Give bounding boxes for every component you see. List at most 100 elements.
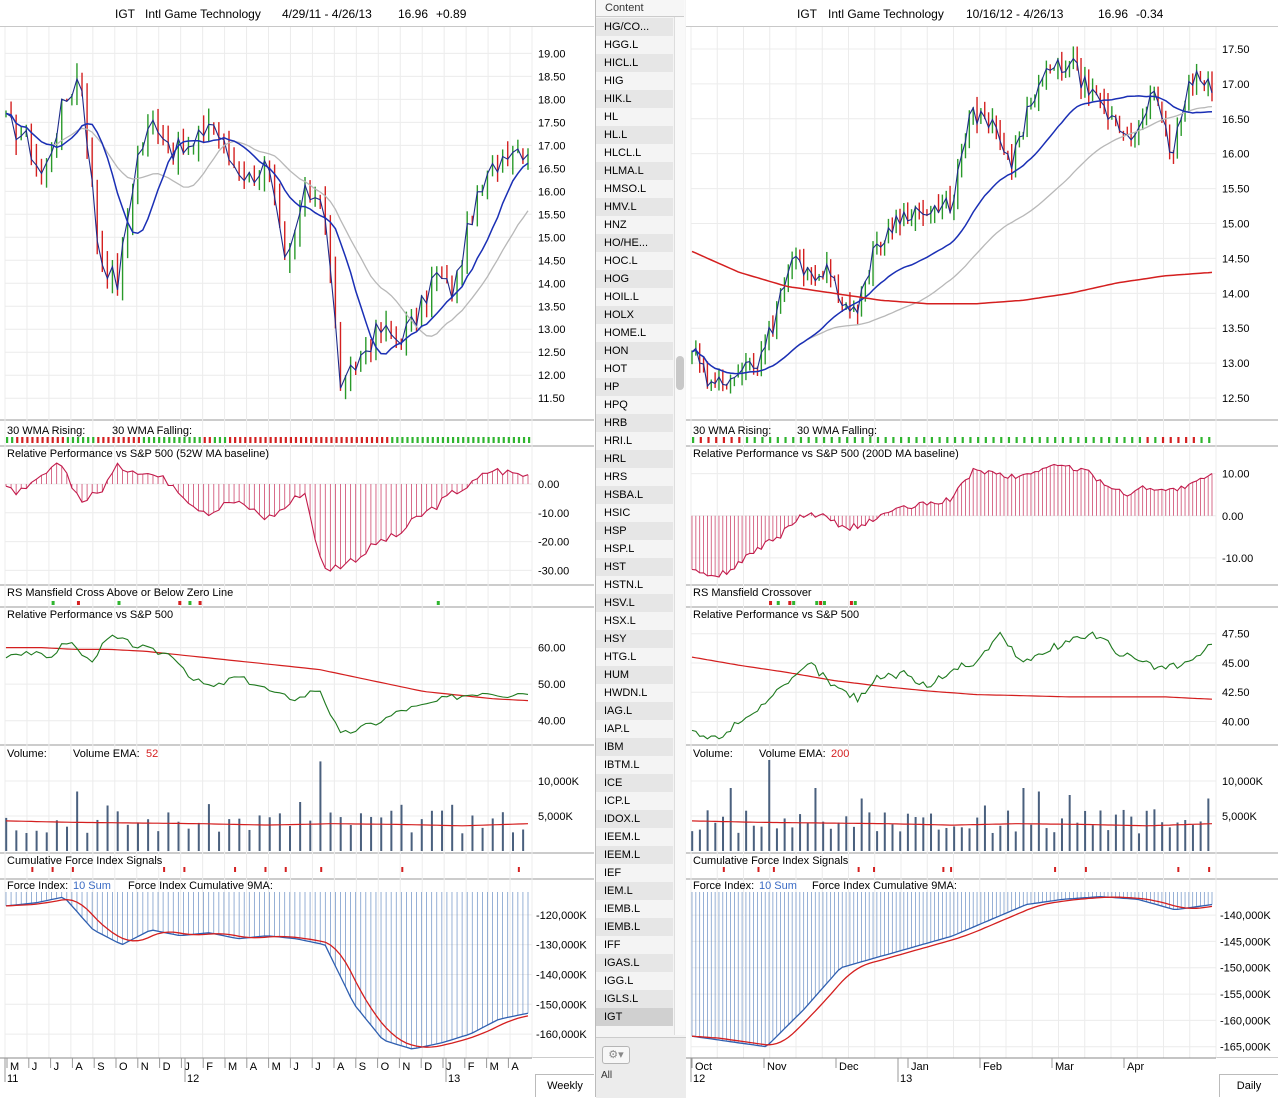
wma-marker bbox=[173, 437, 176, 443]
rsm-marker bbox=[769, 601, 773, 605]
symbol-list-item[interactable]: HL.L bbox=[596, 126, 673, 144]
wma-marker bbox=[330, 437, 333, 443]
volume-bar bbox=[380, 817, 383, 851]
symbol-list-item[interactable]: HRL bbox=[596, 450, 673, 468]
symbol-list-item[interactable]: HOG bbox=[596, 270, 673, 288]
wma-marker bbox=[969, 437, 972, 443]
symbol-list-item[interactable]: HO/HE... bbox=[596, 234, 673, 252]
symbol-list-item[interactable]: IAG.L bbox=[596, 702, 673, 720]
wma-marker bbox=[992, 437, 995, 443]
fi-tick-label: -150,000K bbox=[1220, 963, 1271, 975]
wma-marker bbox=[446, 437, 450, 443]
symbol-list-item[interactable]: IDOX.L bbox=[596, 810, 673, 828]
wma-marker bbox=[477, 437, 480, 443]
symbol-list-item[interactable]: HTG.L bbox=[604, 651, 637, 663]
wma-marker bbox=[1108, 437, 1111, 443]
symbol-list-item[interactable]: IEEM.L bbox=[604, 831, 641, 843]
volume-bar bbox=[501, 812, 504, 851]
daily-chart-canvas[interactable]: 17.50 17.00 16.50 16.00 15.50 15.00 14.50 14.00… bbox=[686, 0, 1278, 1097]
symbol-list-item[interactable]: IEMB.L bbox=[596, 918, 673, 936]
symbol-list-item[interactable]: IFF bbox=[604, 939, 621, 951]
symbol-list-item[interactable]: IGT bbox=[596, 1008, 673, 1026]
symbol-list-item[interactable]: HSY bbox=[596, 630, 673, 648]
symbol-list-item[interactable]: HSTN.L bbox=[604, 579, 644, 591]
symbol-list-item[interactable]: IGG.L bbox=[604, 975, 634, 987]
symbol-list-item[interactable]: HSX.L bbox=[604, 615, 636, 627]
symbol-list-item[interactable]: HOME.L bbox=[604, 327, 647, 339]
symbol-list-item[interactable]: IBM bbox=[596, 738, 673, 756]
symbol-list-item[interactable]: HON bbox=[596, 342, 673, 360]
symbol-list-item[interactable]: IAP.L bbox=[604, 723, 630, 735]
rp2-title: Relative Performance vs S&P 500 bbox=[693, 609, 860, 621]
daily-chart-panel[interactable]: IGT Intl Game Technology 10/16/12 - 4/26… bbox=[686, 0, 1278, 1097]
symbol-list-item[interactable]: HOC.L bbox=[604, 255, 638, 267]
symbol-list-item[interactable]: HRB bbox=[596, 414, 673, 432]
cfi-marker bbox=[320, 867, 323, 872]
volume-bar bbox=[1084, 810, 1087, 851]
wma-marker bbox=[259, 437, 262, 443]
symbol-list-item[interactable]: HLMA.L bbox=[596, 162, 673, 180]
symbol-list[interactable]: HFD.LHG/CO...HGG.LHICL.LHIGHIK.LHLHL.LHL… bbox=[596, 0, 673, 1026]
volume-bar bbox=[1076, 822, 1079, 851]
symbol-list-item[interactable]: HSP bbox=[596, 522, 673, 540]
date-range: 4/29/11 - 4/26/13 bbox=[282, 7, 372, 21]
weekly-chart-panel[interactable]: IGT Intl Game Technology 4/29/11 - 4/26/… bbox=[0, 0, 594, 1097]
symbol-list-item[interactable]: HMV.L bbox=[596, 198, 673, 216]
symbol-list-item[interactable]: HUM bbox=[596, 666, 673, 684]
symbol-list-item[interactable]: HMSO.L bbox=[604, 183, 647, 195]
wma-marker bbox=[892, 437, 895, 443]
symbol-list-item[interactable]: HST bbox=[596, 558, 673, 576]
symbol-list-item[interactable]: HSP.L bbox=[604, 543, 635, 555]
symbol-list-item[interactable]: IGAS.L bbox=[596, 954, 673, 972]
symbol-list-item[interactable]: HOIL.L bbox=[604, 291, 639, 303]
symbol-list-item[interactable]: HG/CO... bbox=[596, 18, 673, 36]
symbol-list-item[interactable]: ICP.L bbox=[604, 795, 631, 807]
symbol-list-item[interactable]: HICL.L bbox=[596, 54, 673, 72]
wma-marker bbox=[284, 437, 287, 443]
symbol-list-item[interactable]: HPQ bbox=[604, 399, 628, 411]
weekly-chart-canvas[interactable]: 19.00 18.50 18.00 17.50 17.00 16.50 16.00 15.50… bbox=[0, 0, 594, 1097]
month-label: A bbox=[337, 1061, 345, 1073]
symbol-list-item[interactable]: ICE bbox=[596, 774, 673, 792]
scroll-thumb[interactable] bbox=[676, 356, 684, 390]
frequency-selector[interactable]: Daily bbox=[1219, 1074, 1278, 1097]
month-label: O bbox=[381, 1061, 390, 1073]
symbol-list-item[interactable]: HNZ bbox=[604, 219, 627, 231]
symbol-list-item[interactable]: HOLX bbox=[596, 306, 673, 324]
symbol-list-item[interactable]: HOT bbox=[604, 363, 628, 375]
symbol-list-item[interactable]: IBTM.L bbox=[604, 759, 640, 771]
symbol-list-item[interactable]: HLCL.L bbox=[604, 147, 642, 159]
symbol-list-item[interactable]: HSBA.L bbox=[596, 486, 673, 504]
symbol-list-item[interactable]: HGG.L bbox=[604, 39, 639, 51]
frequency-selector[interactable]: Weekly bbox=[535, 1074, 594, 1097]
wma-marker bbox=[482, 437, 485, 443]
symbol-list-item[interactable]: HIG bbox=[604, 75, 624, 87]
filter-all[interactable]: All bbox=[601, 1070, 613, 1081]
symbol-list-item[interactable]: HL bbox=[604, 111, 619, 123]
symbol-list-item[interactable]: HSV.L bbox=[596, 594, 673, 612]
wma-marker bbox=[792, 437, 795, 443]
symbol-list-item[interactable]: IGLS.L bbox=[596, 990, 673, 1008]
volume-bar bbox=[937, 829, 940, 851]
symbol-list-item[interactable]: HIK.L bbox=[596, 90, 673, 108]
list-scrollbar[interactable] bbox=[674, 0, 685, 1035]
symbol-list-item[interactable]: HRS bbox=[604, 471, 628, 483]
symbol-list-item[interactable]: HP bbox=[596, 378, 673, 396]
symbol-list-item[interactable]: IEF bbox=[604, 867, 622, 879]
volume-bar bbox=[852, 826, 855, 851]
rp-tick-label: -30.00 bbox=[538, 565, 569, 577]
ma-200-line bbox=[691, 250, 1213, 305]
symbol-list-item[interactable]: HSIC bbox=[604, 507, 631, 519]
symbol-list-item[interactable]: IEM.L bbox=[596, 882, 673, 900]
symbol-list-item[interactable]: HWDN.L bbox=[604, 687, 648, 699]
wma-marker bbox=[61, 437, 64, 443]
gear-icon[interactable]: ⚙▾ bbox=[602, 1046, 630, 1064]
symbol-list-item[interactable]: IEEM.L bbox=[596, 846, 673, 864]
wma-marker bbox=[188, 437, 191, 443]
wma-marker bbox=[436, 437, 439, 443]
rp2-tick-label: 45.00 bbox=[1222, 658, 1250, 670]
symbol-list-item[interactable]: IEMB.L bbox=[604, 903, 641, 915]
wma-marker bbox=[1084, 437, 1088, 443]
volume-bar bbox=[1168, 827, 1171, 851]
symbol-list-item[interactable]: HRI.L bbox=[604, 435, 633, 447]
